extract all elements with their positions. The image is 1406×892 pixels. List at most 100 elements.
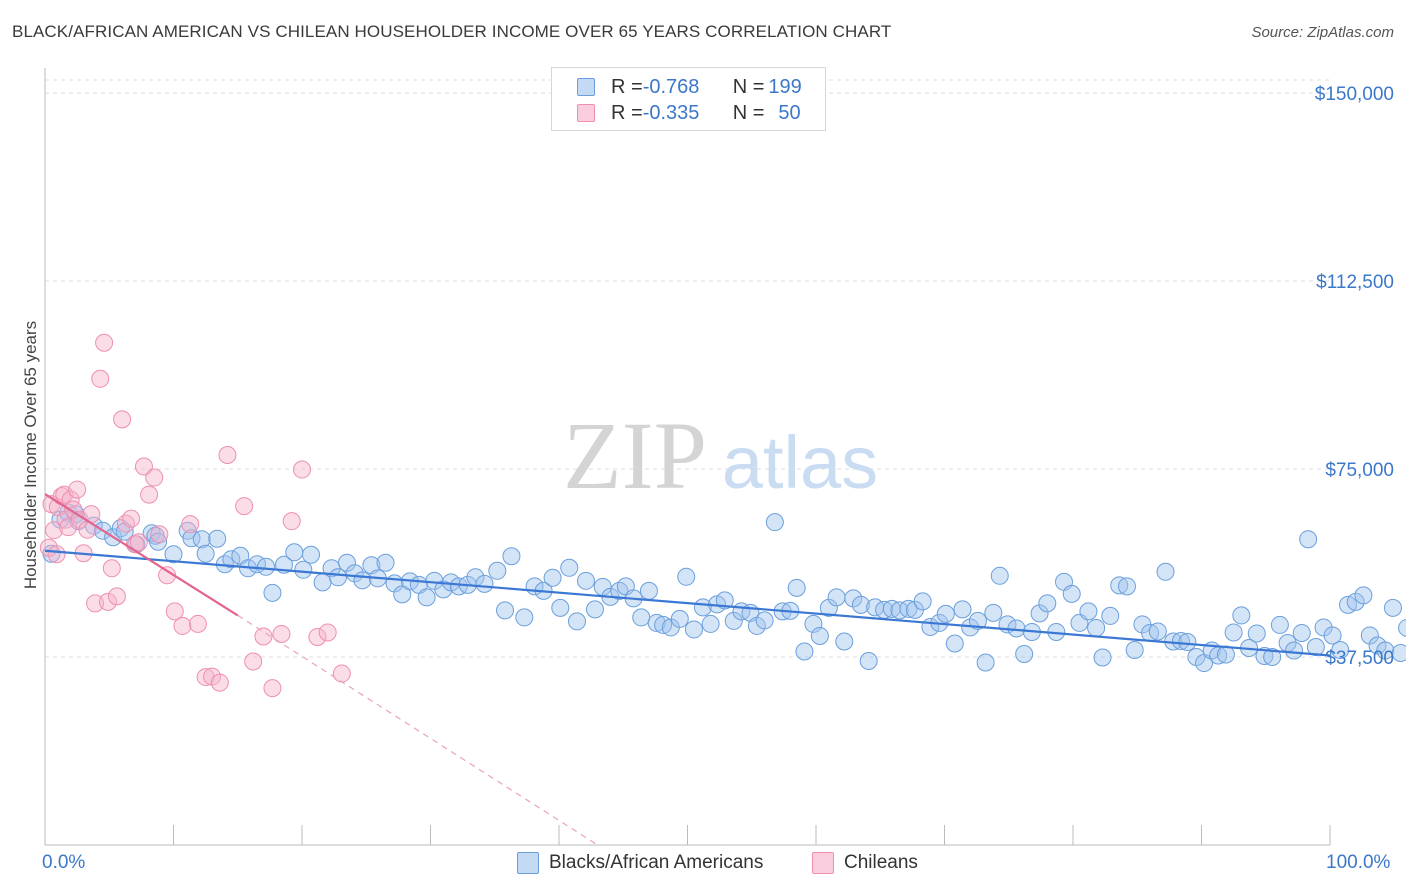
point-blacks [353,571,372,590]
point-chileans [98,592,117,611]
point-chileans [95,333,114,352]
point-blacks [1030,604,1049,623]
point-blacks [196,544,215,563]
point-blacks [1087,618,1106,637]
point-blacks [337,553,356,572]
point-blacks [1270,615,1289,634]
point-chileans [68,480,87,499]
point-blacks [182,529,201,548]
point-blacks [899,599,918,618]
y-tick-label: $37,500 [1325,648,1394,670]
point-blacks [1346,592,1365,611]
legend-item-chileans[interactable]: Chileans [812,852,918,874]
point-blacks [701,614,720,633]
point-blacks [567,612,586,631]
point-blacks [576,571,595,590]
point-chileans [263,679,282,698]
point-blacks [1015,645,1034,664]
point-blacks [1360,626,1379,645]
point-chileans [173,616,192,635]
point-blacks [1079,602,1098,621]
trendline-chileans [44,493,239,617]
point-blacks [1171,631,1190,650]
legend-item-blacks[interactable]: Blacks/African Americans [517,852,763,874]
trendline-blacks [44,549,1331,657]
point-blacks [610,581,629,600]
point-blacks [502,547,521,566]
point-chileans [272,624,291,643]
watermark-atlas: atlas [722,421,878,504]
point-blacks [945,634,964,653]
legend-label: Chileans [844,852,918,873]
point-blacks [417,588,436,607]
point-blacks [285,543,304,562]
point-blacks [1299,530,1318,549]
legend-swatch-pink [577,104,595,122]
point-blacks [488,561,507,580]
r-label: R = [611,75,643,98]
y-tick-label: $112,500 [1316,272,1394,294]
point-blacks [585,600,604,619]
legend-swatch-blue [517,852,539,874]
point-chileans [102,559,121,578]
point-blacks [724,611,743,630]
point-chileans [56,510,75,529]
point-chileans [150,525,169,544]
point-blacks [434,580,453,599]
point-chileans [181,515,200,534]
point-blacks [835,632,854,651]
point-blacks [192,530,211,549]
point-chileans [254,627,273,646]
point-blacks [1331,640,1350,659]
x-tick-min: 0.0% [42,852,86,873]
y-tick-label: $75,000 [1325,460,1394,482]
point-blacks [984,603,1003,622]
point-blacks [684,620,703,639]
n-label: N = [732,75,765,98]
point-blacks [715,591,734,610]
legend-row-blacks: R = -0.768 N = 199 [577,75,802,99]
point-blacks [294,560,313,579]
point-blacks [936,604,955,623]
point-blacks [1323,626,1342,645]
point-chileans [113,410,132,429]
point-blacks [1292,623,1311,642]
point-blacks [1383,598,1402,617]
point-blacks [543,568,562,587]
trend-lines [44,493,1331,846]
point-chileans [116,514,135,533]
point-blacks [968,611,987,630]
data-points [39,333,1406,698]
legend-row-chileans: R = -0.335 N = 50 [577,101,801,125]
point-blacks [1247,624,1266,643]
point-blacks [844,589,863,608]
point-blacks [755,611,774,630]
point-blacks [475,574,494,593]
point-blacks [1101,606,1120,625]
point-blacks [827,588,846,607]
point-blacks [515,608,534,627]
point-chileans [282,512,301,531]
point-chileans [188,614,207,633]
n-label: N = [732,101,765,124]
point-blacks [1285,641,1304,660]
point-blacks [976,653,995,672]
point-blacks [1391,644,1406,663]
point-chileans [244,652,263,671]
point-chileans [122,509,141,528]
point-chileans [210,673,229,692]
point-blacks [328,568,347,587]
point-blacks [851,595,870,614]
r-label: R = [611,101,643,124]
chart-title: BLACK/AFRICAN AMERICAN VS CHILEAN HOUSEH… [12,22,892,41]
point-blacks [1178,632,1197,651]
point-chileans [218,445,237,464]
axes [44,68,1331,846]
point-blacks [1306,637,1325,656]
point-blacks [1148,622,1167,641]
point-chileans [196,668,215,687]
point-blacks [301,545,320,564]
point-blacks [677,567,696,586]
point-blacks [953,600,972,619]
legend-swatch-blue [577,78,595,96]
